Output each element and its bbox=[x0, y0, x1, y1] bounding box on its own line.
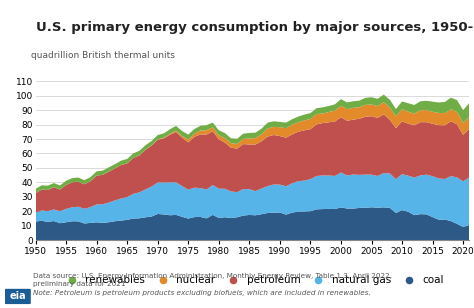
Legend: renewables, nuclear, petroleum, natural gas, coal: renewables, nuclear, petroleum, natural … bbox=[61, 275, 444, 286]
Text: eia: eia bbox=[9, 291, 26, 302]
Text: preliminary data for 2021: preliminary data for 2021 bbox=[33, 282, 126, 287]
Text: quadrillion British thermal units: quadrillion British thermal units bbox=[31, 51, 175, 60]
Text: Data source: U.S. Energy Information Administration, Monthly Energy Review, Tabl: Data source: U.S. Energy Information Adm… bbox=[33, 273, 392, 279]
Text: Note: Petroleum is petroleum products excluding biofuels, which are included in : Note: Petroleum is petroleum products ex… bbox=[33, 290, 371, 296]
Text: U.S. primary energy consumption by major sources, 1950-2021: U.S. primary energy consumption by major… bbox=[36, 21, 474, 34]
FancyBboxPatch shape bbox=[5, 289, 31, 304]
